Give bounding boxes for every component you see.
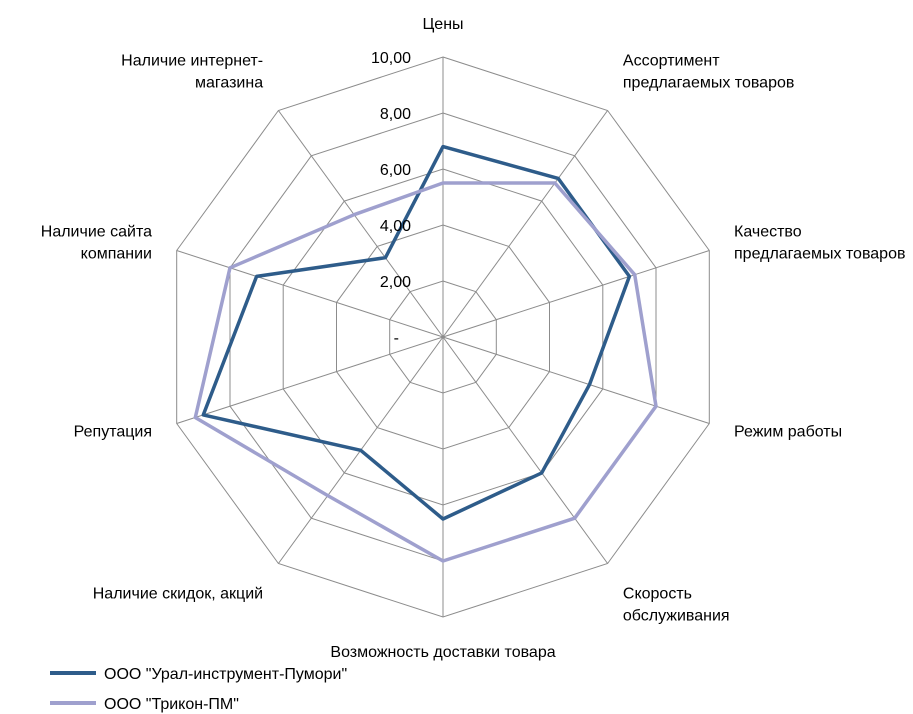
category-label-line: предлагаемых товаров xyxy=(734,245,905,262)
category-label-8: Наличие сайта компании xyxy=(41,223,152,262)
spoke-2 xyxy=(442,250,710,338)
category-label-line: Цены xyxy=(422,16,463,33)
spoke-3 xyxy=(442,336,710,424)
category-label-line: Репутация xyxy=(74,424,152,441)
category-label-4: Скорость обслуживания xyxy=(623,586,730,625)
category-label-line: Качество xyxy=(734,223,802,240)
tick-label-0: - xyxy=(394,330,399,347)
category-label-3: Режим работы xyxy=(734,424,842,441)
category-label-line: Наличие сайта xyxy=(41,223,152,240)
spoke-4 xyxy=(442,336,609,564)
category-label-1: Ассортимент предлагаемых товаров xyxy=(623,52,794,91)
category-label-7: Репутация xyxy=(74,424,152,441)
tick-label-3: 6,00 xyxy=(380,162,411,179)
category-label-2: Качество предлагаемых товаров xyxy=(734,223,905,262)
category-label-line: Возможность доставки товара xyxy=(330,644,555,661)
legend-label-1: ООО "Трикон-ПМ" xyxy=(104,696,239,713)
spoke-8 xyxy=(176,250,444,338)
radar-spokes xyxy=(176,57,710,617)
category-label-line: Режим работы xyxy=(734,424,842,441)
radar-tick-labels: - 2,00 4,00 6,00 8,00 10,00 xyxy=(371,50,411,347)
category-label-5: Возможность доставки товара xyxy=(330,644,555,661)
category-label-line: Наличие интернет- xyxy=(121,52,263,69)
category-label-line: Наличие скидок, акций xyxy=(93,586,263,603)
category-label-line: магазина xyxy=(195,74,263,91)
spoke-1 xyxy=(442,110,609,338)
category-label-6: Наличие скидок, акций xyxy=(93,586,263,603)
tick-label-4: 8,00 xyxy=(380,106,411,123)
category-label-line: обслуживания xyxy=(623,608,730,625)
tick-label-2: 4,00 xyxy=(380,218,411,235)
spoke-9 xyxy=(277,110,444,338)
category-label-line: предлагаемых товаров xyxy=(623,74,794,91)
tick-label-1: 2,00 xyxy=(380,274,411,291)
legend: ООО "Урал-инструмент-Пумори" ООО "Трикон-… xyxy=(50,666,347,713)
category-label-line: компании xyxy=(81,245,152,262)
radar-series xyxy=(193,144,658,563)
tick-label-5: 10,00 xyxy=(371,50,411,67)
category-label-0: Цены xyxy=(422,16,463,33)
series-line-0 xyxy=(201,144,632,521)
category-label-line: Скорость xyxy=(623,586,692,603)
spoke-7 xyxy=(176,336,444,424)
category-label-line: Ассортимент xyxy=(623,52,720,69)
series-line-1 xyxy=(193,181,658,563)
legend-label-0: ООО "Урал-инструмент-Пумори" xyxy=(104,666,347,683)
category-label-9: Наличие интернет-магазина xyxy=(121,52,263,91)
